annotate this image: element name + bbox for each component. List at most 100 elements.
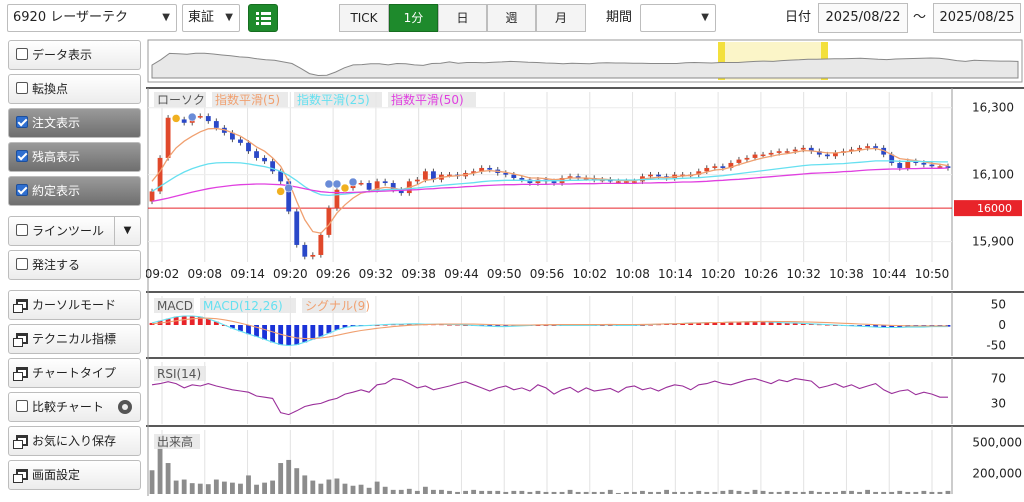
candle-body (447, 174, 452, 177)
volume-bar (849, 490, 854, 494)
volume-bar (889, 491, 895, 494)
candle-body (857, 147, 862, 150)
candle-body (270, 161, 276, 172)
sidebar-item-data-display[interactable]: データ表示 (8, 40, 141, 70)
volume-bar (744, 491, 750, 494)
execution-marker (284, 183, 293, 193)
volume-bar (350, 485, 356, 494)
volume-bar (800, 491, 806, 494)
sidebar-item-technical-indicators[interactable]: テクニカル指標 (8, 324, 141, 354)
macd-bar (688, 322, 694, 325)
sidebar-item-save-favorite[interactable]: お気に入り保存 (8, 426, 141, 456)
sidebar: データ表示 転換点 注文表示 残高表示 約定表示 ラインツール ▼ 発注する カ… (0, 38, 146, 498)
window-icon (13, 333, 28, 347)
candle-body (511, 174, 517, 178)
sidebar-item-turning-point[interactable]: 転換点 (8, 74, 141, 104)
interval-month-button[interactable]: 月 (536, 4, 586, 32)
macd-bar (897, 325, 903, 328)
period-select[interactable]: ▼ (640, 4, 716, 32)
volume-bar (270, 480, 276, 494)
macd-bar (238, 325, 243, 332)
sidebar-item-cursor-mode[interactable]: カーソルモード (8, 290, 141, 320)
macd-bar (672, 323, 678, 325)
time-axis-label: 10:44 (872, 267, 907, 281)
window-icon (13, 469, 28, 483)
candle-body (278, 171, 284, 182)
price-tick-label: 15,900 (972, 235, 1014, 249)
candle-body (213, 121, 219, 128)
volume-bar (632, 491, 637, 494)
volume-bar (792, 491, 798, 494)
macd-line (151, 317, 948, 340)
sidebar-item-compare-chart[interactable]: 比較チャート (8, 392, 141, 422)
sidebar-item-order-display[interactable]: 注文表示 (8, 108, 141, 138)
candle-body (913, 161, 919, 163)
sidebar-item-line-tool[interactable]: ラインツール ▼ (8, 216, 141, 246)
volume-bar (704, 491, 710, 494)
volume-bar (302, 475, 308, 494)
volume-bar (784, 490, 790, 494)
sidebar-item-label: テクニカル指標 (32, 332, 117, 346)
sidebar-item-balance-display[interactable]: 残高表示 (8, 142, 141, 172)
volume-bar (583, 491, 589, 494)
date-to-input[interactable]: 2025/08/25 (933, 3, 1021, 33)
sidebar-item-screen-settings[interactable]: 画面設定 (8, 460, 141, 490)
candle-body (230, 132, 235, 140)
list-menu-button[interactable] (248, 4, 278, 32)
volume-bar (833, 491, 838, 494)
sidebar-item-label: 画面設定 (32, 468, 81, 482)
macd-bar (495, 325, 501, 327)
market-select[interactable]: 東証 ▼ (182, 4, 240, 32)
candle-body (824, 154, 830, 157)
candle-body (503, 172, 509, 175)
candle-body (728, 162, 734, 168)
time-axis-label: 10:32 (786, 267, 821, 281)
candle-body (921, 162, 927, 165)
price-line-label: 16000 (977, 202, 1012, 215)
candle-body (294, 211, 300, 245)
checkbox-checked-icon (16, 184, 28, 196)
date-from-input[interactable]: 2025/08/22 (818, 3, 908, 33)
sidebar-item-execution-display[interactable]: 約定表示 (8, 176, 141, 206)
macd-bar (696, 322, 702, 325)
candle-body (197, 116, 203, 118)
volume-bar (623, 491, 629, 494)
chart-area[interactable]: 16,300 16,100 15,900 16000 09:02 09:08 09:14 09… (145, 38, 1024, 498)
macd-bar (334, 325, 340, 330)
macd-bar (342, 325, 348, 328)
macd-bar (889, 325, 895, 328)
volume-bar (816, 491, 822, 494)
overview-handle-left (718, 42, 725, 80)
chart-canvas[interactable]: 16,300 16,100 15,900 16000 09:02 09:08 09:14 09… (145, 38, 1024, 498)
macd-bar (246, 325, 251, 335)
volume-tick-label: 200,000 (972, 466, 1022, 480)
volume-bar (519, 490, 525, 494)
macd-bar (286, 325, 292, 346)
interval-tick-button[interactable]: TICK (339, 4, 389, 32)
chevron-down-icon: ▼ (162, 12, 170, 23)
macd-bar (744, 321, 750, 325)
volume-bar (181, 479, 187, 494)
volume-bar (463, 490, 468, 494)
sidebar-item-chart-type[interactable]: チャートタイプ (8, 358, 141, 388)
candle-body (318, 234, 324, 255)
volume-bar (664, 489, 669, 494)
volume-bar (358, 484, 364, 494)
gear-icon[interactable] (118, 400, 132, 414)
macd-bar (704, 322, 710, 325)
interval-day-button[interactable]: 日 (438, 4, 487, 32)
legend-box (154, 92, 206, 107)
checkbox-icon (16, 48, 28, 60)
sidebar-item-place-order[interactable]: 発注する (8, 250, 141, 280)
time-axis-label: 09:08 (187, 267, 222, 281)
stock-select[interactable]: 6920 レーザーテク ▼ (7, 4, 177, 32)
macd-bar (487, 325, 493, 327)
chevron-down-icon[interactable]: ▼ (114, 217, 140, 245)
volume-bar (728, 489, 734, 494)
candle-body (720, 166, 726, 168)
interval-week-button[interactable]: 週 (487, 4, 536, 32)
macd-bar (205, 318, 211, 325)
macd-bar (808, 323, 814, 325)
time-axis-label: 10:38 (829, 267, 864, 281)
interval-1min-button[interactable]: 1分 (389, 4, 438, 32)
